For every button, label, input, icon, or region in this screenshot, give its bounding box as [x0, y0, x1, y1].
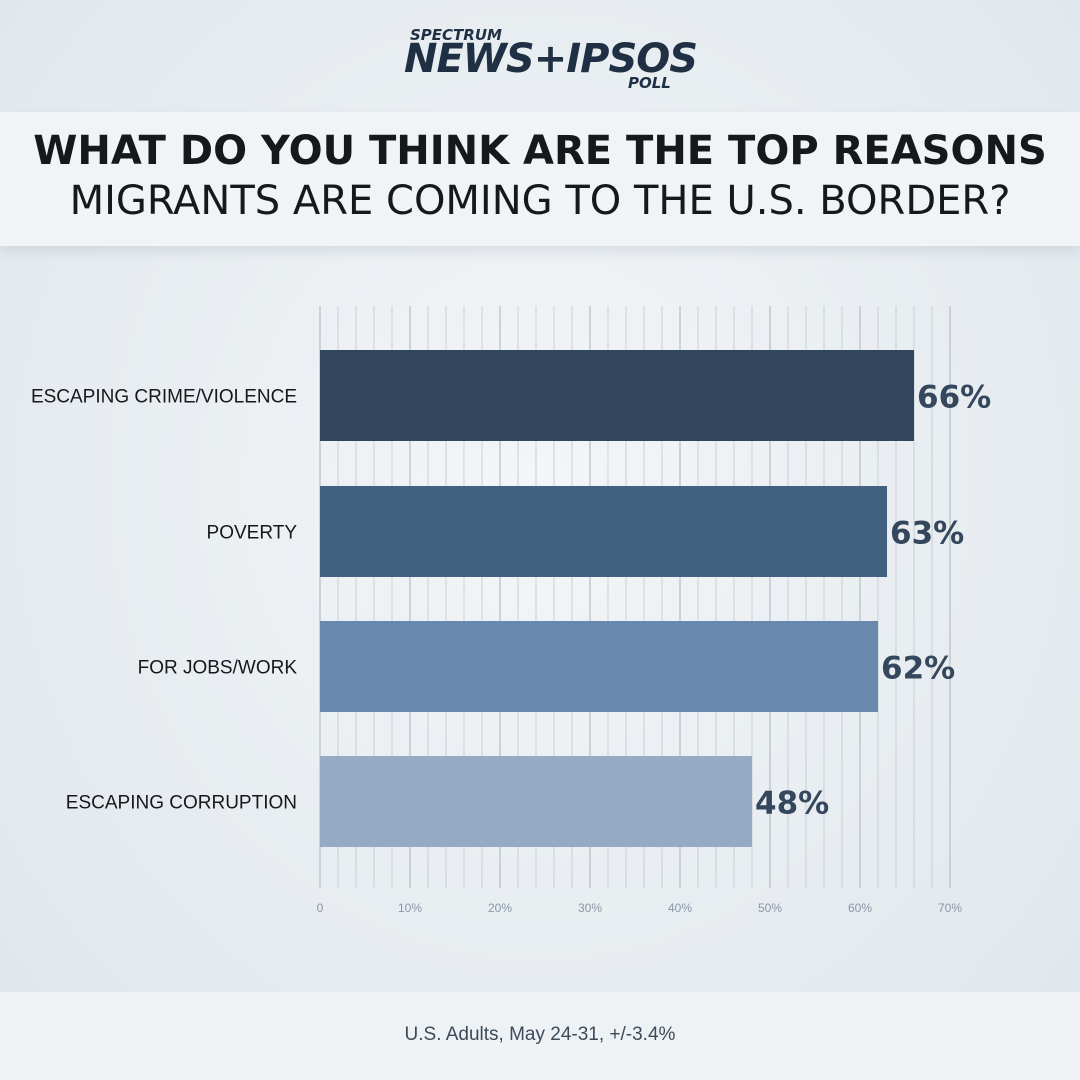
bar	[320, 621, 878, 712]
logo-poll-text: POLL	[628, 74, 671, 92]
value-label: 66%	[917, 380, 991, 416]
chart-labels: ESCAPING CRIME/VIOLENCE 66% POVERTY 63% FOR …	[31, 380, 991, 822]
x-tick-label: 0	[317, 901, 324, 915]
value-label: 63%	[890, 516, 964, 552]
spectrum-ipsos-logo: SPECTRUM NEWS+IPSOS POLL	[0, 22, 1080, 94]
bar	[320, 350, 914, 441]
category-label: POVERTY	[207, 523, 298, 544]
chart-title-line1: WHAT DO YOU THINK ARE THE TOP REASONS	[33, 128, 1047, 174]
logo-news-ipsos-text: NEWS+IPSOS	[404, 36, 698, 82]
category-label: FOR JOBS/WORK	[138, 658, 298, 679]
x-tick-label: 20%	[488, 901, 512, 915]
x-tick-label: 40%	[668, 901, 692, 915]
x-tick-label: 70%	[938, 901, 962, 915]
footer-band	[0, 992, 1080, 1080]
x-tick-label: 60%	[848, 901, 872, 915]
bar	[320, 486, 887, 577]
footer-note: U.S. Adults, May 24-31, +/-3.4%	[404, 1024, 676, 1045]
category-label: ESCAPING CORRUPTION	[66, 793, 297, 814]
bar	[320, 756, 752, 847]
title-band	[0, 112, 1080, 246]
x-tick-label: 30%	[578, 901, 602, 915]
chart-title-line2: MIGRANTS ARE COMING TO THE U.S. BORDER?	[69, 178, 1011, 224]
value-label: 48%	[755, 786, 829, 822]
x-tick-label: 10%	[398, 901, 422, 915]
value-label: 62%	[881, 651, 955, 687]
x-tick-label: 50%	[758, 901, 782, 915]
logo-spectrum-text: SPECTRUM	[410, 26, 502, 44]
chart-ticks: 0 10% 20% 30% 40% 50% 60% 70%	[317, 901, 963, 915]
category-label: ESCAPING CRIME/VIOLENCE	[31, 387, 297, 408]
chart-bars	[320, 350, 914, 847]
